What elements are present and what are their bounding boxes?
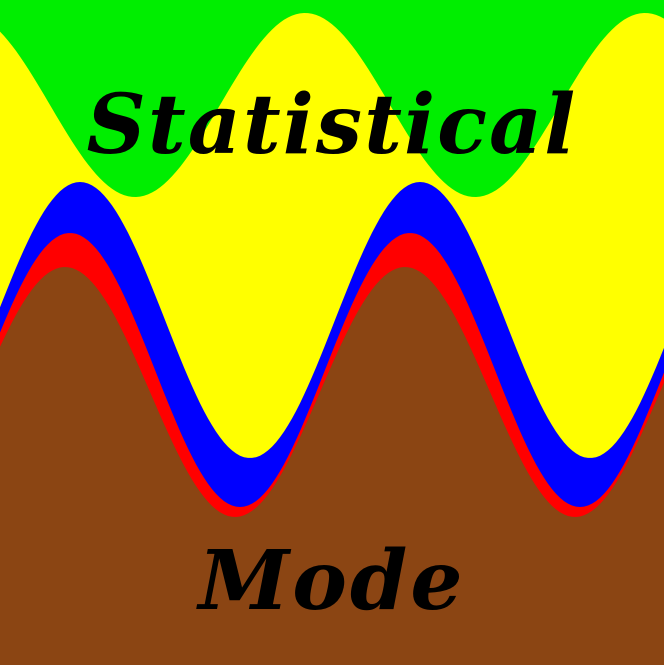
title-word-statistical: Statistical <box>86 77 578 173</box>
green-band <box>0 0 664 197</box>
title-word-mode: Mode <box>198 533 466 629</box>
brown-band <box>0 267 664 665</box>
